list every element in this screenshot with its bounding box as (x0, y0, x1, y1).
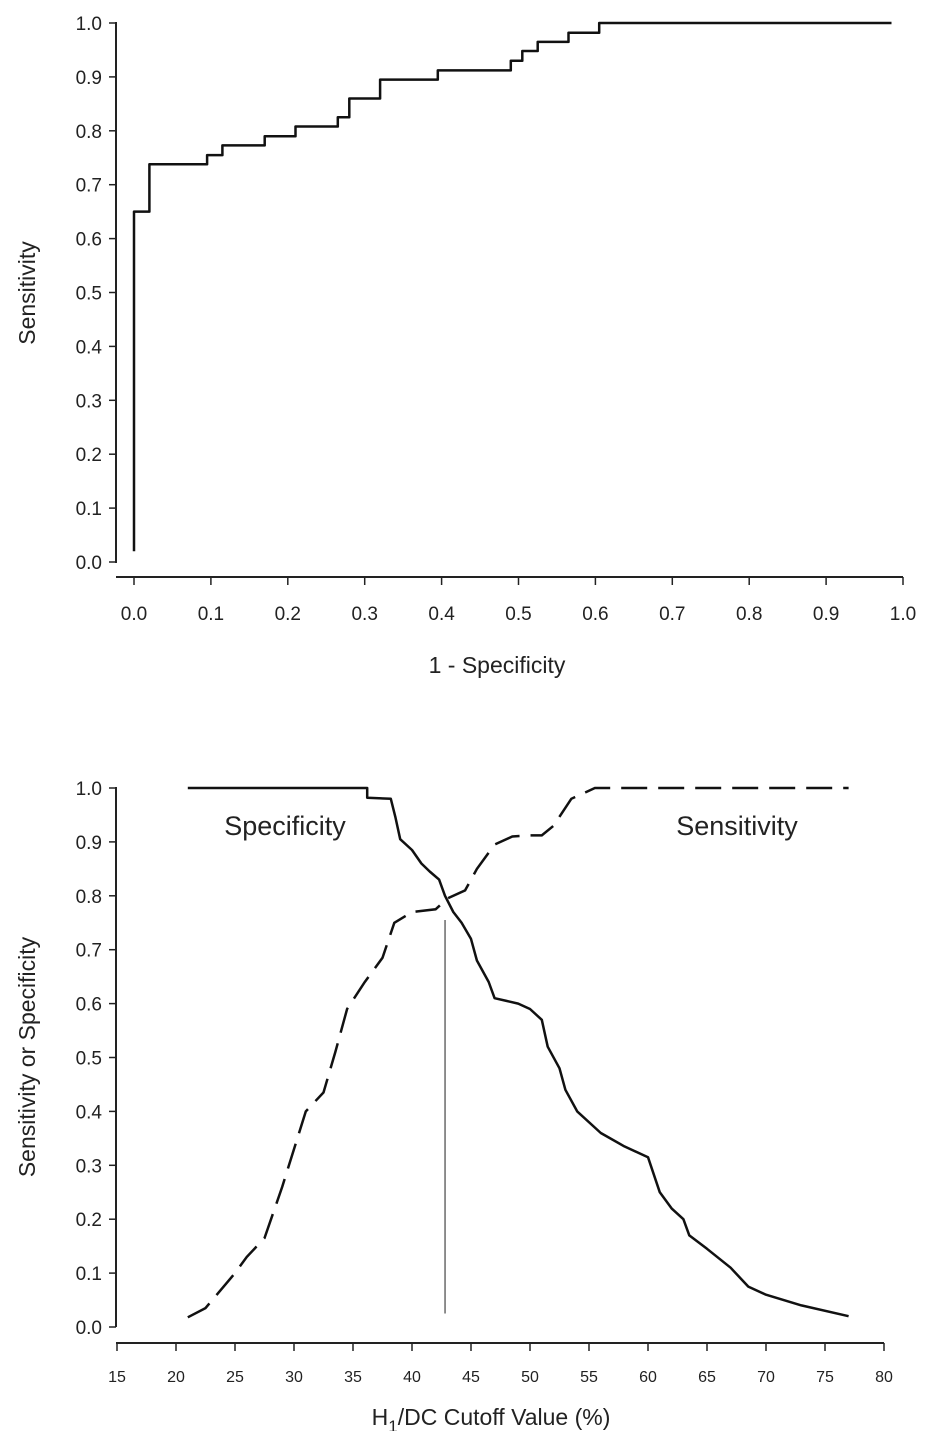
roc-x-tick-label: 0.2 (275, 604, 301, 625)
roc-x-tick-label: 1.0 (890, 604, 916, 625)
roc-x-tick-label: 0.6 (582, 604, 608, 625)
roc-x-tick-label: 0.1 (198, 604, 224, 625)
roc-x-tick-label: 0.0 (121, 604, 147, 625)
cutoff-y-tick-label: 0.9 (76, 833, 102, 854)
cutoff-x-tick-label: 75 (816, 1369, 834, 1386)
cutoff-y-tick-label: 0.5 (76, 1049, 102, 1070)
cutoff-y-ticks: 0.0 0.1 0.2 0.3 0.4 0.5 0.6 0.7 0.8 0.9 1.0 (76, 779, 116, 1339)
roc-y-tick-label: 0.1 (76, 499, 102, 520)
roc-x-axis-title: 1 - Specificity (429, 652, 566, 678)
cutoff-x-tick-label: 80 (875, 1369, 893, 1386)
specificity-annotation: Specificity (224, 811, 346, 841)
cutoff-y-tick-label: 0.6 (76, 995, 102, 1016)
roc-x-tick-label: 0.3 (351, 604, 377, 625)
cutoff-x-axis-title: H1/DC Cutoff Value (%) (372, 1404, 611, 1431)
cutoff-x-tick-label: 65 (698, 1369, 716, 1386)
roc-y-tick-label: 0.9 (76, 68, 102, 89)
roc-y-tick-label: 0.4 (76, 337, 103, 358)
cutoff-y-tick-label: 1.0 (76, 779, 102, 800)
x-title-subscript: 1 (388, 1417, 397, 1431)
cutoff-y-axis-title: Sensitivity or Specificity (14, 936, 40, 1177)
roc-curve (132, 21, 892, 552)
roc-x-tick-label: 0.8 (736, 604, 762, 625)
cutoff-y-tick-label: 0.2 (76, 1210, 102, 1231)
cutoff-y-tick-label: 0.4 (76, 1102, 103, 1123)
roc-x-tick-label: 0.9 (813, 604, 839, 625)
cutoff-x-tick-label: 50 (521, 1369, 539, 1386)
roc-y-tick-label: 0.6 (76, 230, 102, 251)
cutoff-x-tick-label: 30 (285, 1369, 303, 1386)
roc-x-tick-label: 0.7 (659, 604, 685, 625)
cutoff-y-tick-label: 0.0 (76, 1318, 102, 1339)
cutoff-x-tick-label: 25 (226, 1369, 244, 1386)
roc-y-tick-label: 0.3 (76, 391, 102, 412)
cutoff-x-tick-label: 55 (580, 1369, 598, 1386)
cutoff-x-tick-label: 45 (462, 1369, 480, 1386)
cutoff-x-tick-label: 35 (344, 1369, 362, 1386)
roc-y-tick-label: 0.5 (76, 284, 102, 305)
roc-y-tick-label: 0.7 (76, 176, 102, 197)
roc-y-axis-title: Sensitivity (14, 241, 40, 345)
cutoff-y-tick-label: 0.7 (76, 941, 102, 962)
cutoff-x-tick-label: 15 (108, 1369, 126, 1386)
cutoff-x-tick-label: 70 (757, 1369, 775, 1386)
cutoff-y-tick-label: 0.8 (76, 887, 102, 908)
roc-x-tick-label: 0.4 (428, 604, 455, 625)
cutoff-x-tick-label: 60 (639, 1369, 657, 1386)
roc-x-ticks: 0.0 0.1 0.2 0.3 0.4 0.5 0.6 0.7 0.8 0.9 1.0 (121, 577, 916, 625)
cutoff-y-tick-label: 0.1 (76, 1264, 102, 1285)
cutoff-x-tick-label: 20 (167, 1369, 185, 1386)
roc-y-tick-label: 0.2 (76, 445, 102, 466)
x-title-h: H (372, 1404, 389, 1430)
cutoff-chart: 0.0 0.1 0.2 0.3 0.4 0.5 0.6 0.7 0.8 0.9 1.0 15 20 25… (14, 779, 893, 1431)
roc-y-tick-label: 0.8 (76, 122, 102, 143)
roc-y-tick-label: 0.0 (76, 553, 102, 574)
specificity-curve (187, 786, 849, 1318)
roc-y-ticks: 0.0 0.1 0.2 0.3 0.4 0.5 0.6 0.7 0.8 0.9 1.0 (76, 14, 116, 574)
roc-chart: 0.0 0.1 0.2 0.3 0.4 0.5 0.6 0.7 0.8 0.9 1.0 0.0 0.1… (14, 14, 916, 678)
roc-y-tick-label: 1.0 (76, 14, 102, 35)
x-title-rest: /DC Cutoff Value (%) (398, 1404, 611, 1430)
sensitivity-annotation: Sensitivity (676, 811, 798, 841)
cutoff-x-ticks: 15 20 25 30 35 40 45 50 55 60 65 70 75 80 (108, 1343, 893, 1386)
cutoff-y-tick-label: 0.3 (76, 1156, 102, 1177)
roc-x-tick-label: 0.5 (505, 604, 531, 625)
cutoff-x-tick-label: 40 (403, 1369, 421, 1386)
sensitivity-curve (187, 786, 849, 1319)
